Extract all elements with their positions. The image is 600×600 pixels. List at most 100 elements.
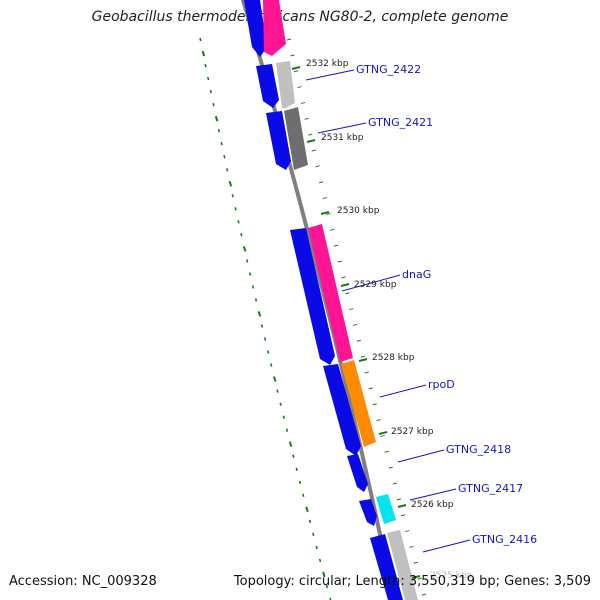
minor-tick bbox=[286, 38, 292, 41]
scale-label: 2532 kbp bbox=[306, 59, 349, 69]
gc-track-dot bbox=[214, 115, 219, 122]
gene-feature-light-gray-lower bbox=[387, 530, 418, 600]
gc-track-dot bbox=[257, 311, 262, 317]
topology-stats-text: Topology: circular; Length: 3,550,319 bp… bbox=[233, 574, 591, 589]
gene-feature-dnaG bbox=[308, 224, 353, 362]
gc-track-dot bbox=[298, 480, 302, 484]
minor-tick bbox=[388, 466, 393, 469]
gene-label-GTNG_2417: GTNG_2417 bbox=[458, 482, 523, 495]
gc-track-dot bbox=[217, 128, 221, 133]
minor-tick bbox=[405, 530, 410, 533]
minor-tick bbox=[400, 514, 406, 517]
minor-tick bbox=[326, 212, 331, 215]
minor-tick bbox=[349, 308, 354, 311]
gc-track-dot bbox=[207, 76, 210, 81]
gc-track-dot bbox=[295, 467, 298, 471]
scale-label: 2530 kbp bbox=[337, 206, 380, 216]
gene-label-GTNG_2422: GTNG_2422 bbox=[356, 63, 421, 76]
scale-labels: 2532 kbp 2531 kbp 2530 kbp 2529 kbp 2528… bbox=[306, 59, 473, 581]
cds-feature-arrow bbox=[266, 111, 291, 170]
gene-feature-rpoD bbox=[341, 360, 376, 447]
accession-text: Accession: NC_009328 bbox=[9, 574, 157, 589]
gc-track-dot bbox=[234, 207, 237, 211]
gc-track-dot bbox=[282, 415, 285, 419]
minor-tick bbox=[322, 197, 327, 200]
scale-ticks bbox=[291, 66, 421, 579]
gc-track-dot bbox=[225, 168, 229, 172]
minor-tick bbox=[396, 498, 402, 501]
scale-minor-ticks bbox=[286, 38, 427, 596]
gc-track-dot bbox=[237, 220, 240, 224]
gene-labels: GTNG_2422 GTNG_2421 dnaG rpoD GTNG_2418 … bbox=[356, 63, 537, 546]
gc-track-dot bbox=[270, 363, 273, 367]
minor-tick bbox=[356, 339, 362, 342]
minor-tick bbox=[364, 371, 369, 374]
cds-feature-arrow bbox=[359, 499, 377, 526]
minor-tick bbox=[337, 260, 342, 263]
gc-track-dot bbox=[272, 376, 277, 382]
minor-tick bbox=[345, 292, 350, 295]
gc-track-dot bbox=[199, 37, 202, 42]
gc-track-dot bbox=[212, 102, 215, 107]
gc-track-dot bbox=[220, 141, 223, 146]
gc-track-dot bbox=[223, 155, 226, 159]
reverse-strand-features bbox=[263, 0, 418, 600]
gene-label-dnaG: dnaG bbox=[402, 268, 431, 281]
gene-label-GTNG_2416: GTNG_2416 bbox=[472, 533, 537, 546]
gc-track-dot bbox=[322, 571, 326, 578]
gc-track-dot bbox=[276, 389, 279, 393]
minor-tick bbox=[352, 323, 358, 326]
minor-tick bbox=[341, 276, 346, 279]
cds-feature-arrow bbox=[347, 454, 368, 492]
gc-track-dot bbox=[315, 545, 318, 550]
gene-label-rpoD: rpoD bbox=[428, 378, 455, 391]
gc-track-dot bbox=[260, 324, 264, 328]
gc-track-dot bbox=[254, 298, 258, 302]
gc-track-dot bbox=[285, 428, 289, 432]
scale-label-faded: 2525 kbp bbox=[430, 571, 473, 581]
minor-tick bbox=[333, 244, 339, 247]
cds-feature-arrow bbox=[244, 0, 267, 57]
gene-feature-dnaG-upper bbox=[263, 0, 286, 56]
gc-track-dot bbox=[312, 532, 315, 537]
minor-tick bbox=[368, 387, 373, 390]
gene-label-GTNG_2418: GTNG_2418 bbox=[446, 443, 511, 456]
scale-label: 2531 kbp bbox=[321, 133, 364, 143]
gc-track-dot bbox=[305, 506, 309, 513]
gene-feature-dark-gray bbox=[284, 107, 308, 170]
minor-tick bbox=[311, 149, 316, 152]
minor-tick bbox=[421, 593, 427, 596]
gc-track-dot bbox=[245, 259, 249, 263]
minor-tick bbox=[417, 577, 422, 580]
gc-track-dot bbox=[308, 519, 312, 524]
gc-track-dot bbox=[240, 233, 243, 237]
gc-track-dot bbox=[302, 493, 305, 498]
minor-tick bbox=[315, 165, 320, 168]
minor-tick bbox=[384, 450, 389, 453]
scale-label: 2526 kbp bbox=[411, 500, 454, 510]
forward-strand-features bbox=[244, 0, 403, 600]
minor-tick bbox=[297, 86, 302, 89]
minor-tick bbox=[413, 561, 418, 564]
scale-label: 2529 kbp bbox=[354, 280, 397, 290]
scale-label: 2527 kbp bbox=[391, 427, 434, 437]
gc-track-dot bbox=[263, 337, 267, 341]
minor-tick bbox=[293, 70, 299, 73]
gc-content-track bbox=[199, 37, 332, 600]
minor-tick bbox=[409, 545, 414, 548]
gene-feature-cyan bbox=[376, 494, 396, 524]
gc-track-dot bbox=[318, 558, 322, 563]
gc-track-dot bbox=[204, 63, 207, 68]
cds-feature-arrow bbox=[323, 364, 361, 456]
minor-tick bbox=[308, 133, 313, 136]
minor-tick bbox=[380, 434, 385, 437]
gc-track-dot bbox=[209, 89, 213, 94]
gc-track-dot bbox=[228, 180, 233, 187]
gc-track-dot bbox=[266, 350, 270, 354]
gc-track-dot bbox=[325, 584, 329, 589]
cds-feature-arrow bbox=[256, 64, 279, 108]
gene-feature-light-gray bbox=[276, 61, 295, 108]
gc-track-dot bbox=[231, 194, 234, 198]
minor-tick bbox=[330, 228, 335, 231]
